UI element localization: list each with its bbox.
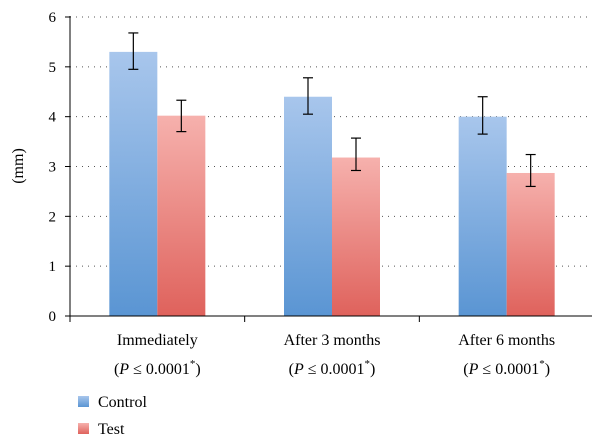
- x-category-label: After 6 months: [458, 332, 555, 349]
- error-bars: [128, 32, 536, 188]
- y-tick-label: 1: [49, 259, 57, 275]
- error-bar: [477, 96, 488, 135]
- y-axis-title: (mm): [10, 148, 27, 184]
- bar-test: [157, 115, 206, 316]
- legend-label: Control: [98, 394, 147, 411]
- x-category-pvalue: (P ≤ 0.0001*): [114, 358, 201, 378]
- x-category-label: Immediately: [117, 332, 198, 349]
- y-tick-label: 2: [49, 209, 57, 225]
- x-category-label: After 3 months: [284, 332, 381, 349]
- legend-item-test: Test: [78, 421, 125, 438]
- legend-swatch: [78, 423, 89, 434]
- error-bar: [351, 137, 361, 172]
- y-tick-label: 5: [49, 60, 57, 76]
- error-bar: [303, 77, 313, 115]
- error-bar: [128, 32, 139, 70]
- y-tick-label: 0: [49, 309, 57, 325]
- bar-control: [109, 51, 158, 317]
- axes: [65, 16, 592, 322]
- legend-swatch: [78, 396, 89, 407]
- bar-control: [284, 96, 332, 316]
- error-bar: [525, 153, 536, 188]
- y-tick-label: 6: [49, 10, 57, 26]
- legend-item-control: Control: [78, 394, 147, 411]
- y-tick-label: 4: [49, 110, 57, 126]
- error-bar: [176, 99, 187, 133]
- bar-control: [458, 116, 507, 317]
- legend: Control Test: [78, 394, 147, 438]
- bar-test: [332, 157, 380, 316]
- bar-test: [506, 172, 555, 316]
- labels: 0 1 2 3 4 5 6 Immediately (P ≤ 0.0001*) After 3 m…: [49, 10, 556, 378]
- bars: [109, 51, 555, 317]
- x-category-pvalue: (P ≤ 0.0001*): [463, 358, 550, 378]
- legend-label: Test: [98, 421, 125, 438]
- x-category-pvalue: (P ≤ 0.0001*): [289, 358, 376, 378]
- y-tick-label: 3: [49, 160, 57, 176]
